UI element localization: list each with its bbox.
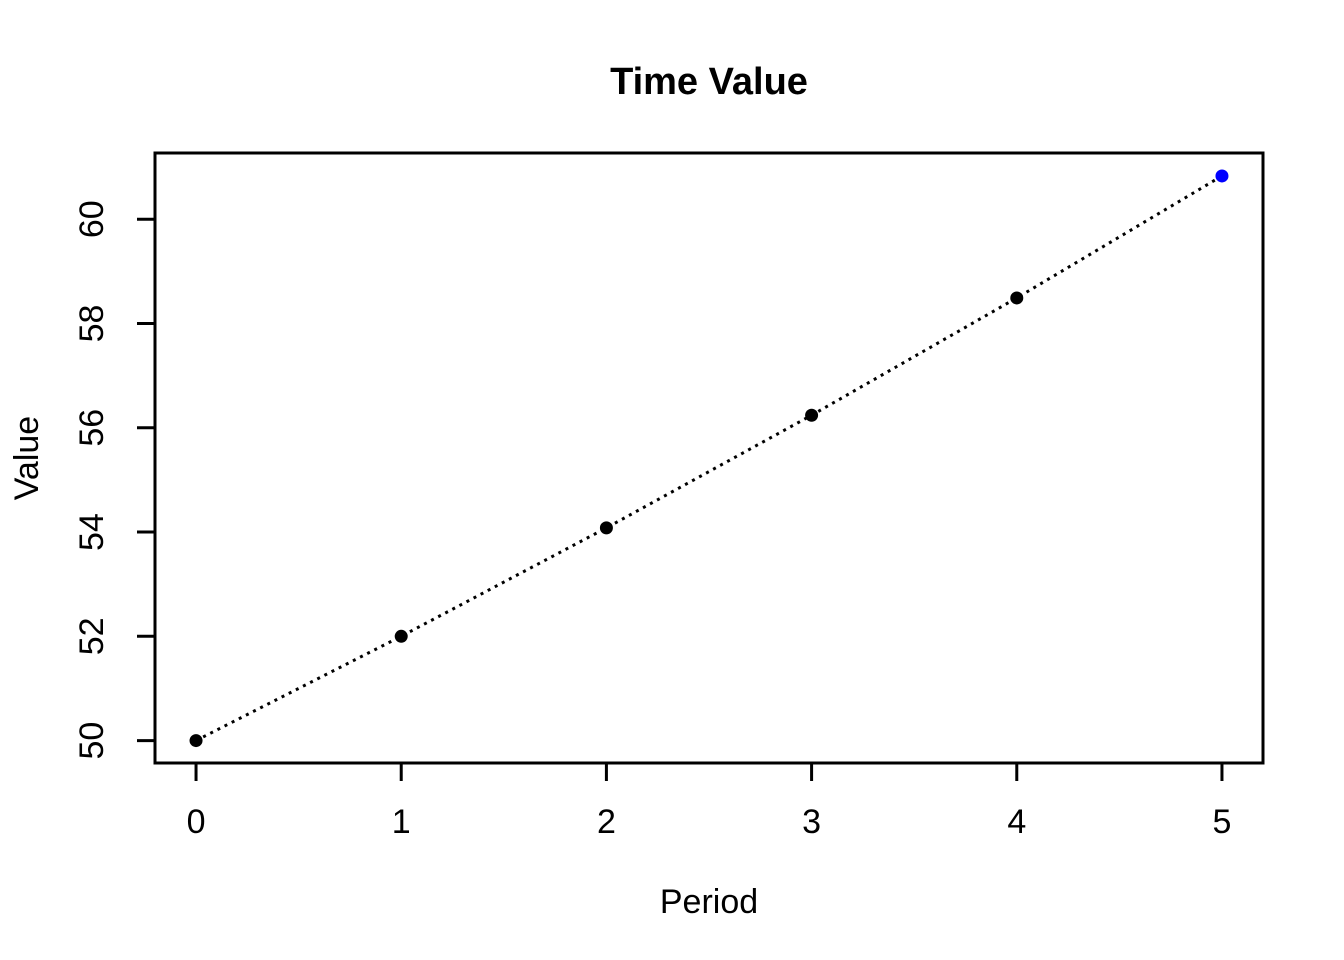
data-point	[1010, 291, 1024, 305]
data-point	[599, 521, 613, 535]
x-axis-label: Period	[660, 883, 758, 921]
y-tick-label: 58	[73, 305, 111, 343]
plot-box	[153, 151, 1265, 765]
chart-title: Time Value	[610, 61, 808, 103]
data-line	[195, 174, 1223, 742]
data-points	[189, 169, 1229, 748]
y-tick-label: 52	[73, 617, 111, 655]
x-tick-label: 2	[597, 803, 616, 841]
y-tick-label: 54	[73, 513, 111, 551]
y-axis-ticks: 50 52 54 56 58 60	[73, 200, 155, 759]
x-tick-label: 4	[1007, 803, 1026, 841]
y-tick-label: 50	[73, 722, 111, 760]
y-tick-label: 60	[73, 200, 111, 238]
x-tick-label: 5	[1213, 803, 1232, 841]
x-tick-label: 1	[392, 803, 411, 841]
y-tick-label: 56	[73, 409, 111, 447]
data-point-highlighted	[1215, 169, 1229, 183]
x-tick-label: 0	[187, 803, 206, 841]
data-point	[394, 629, 408, 643]
data-point	[189, 734, 203, 748]
x-tick-label: 3	[802, 803, 821, 841]
x-axis-ticks: 0 1 2 3 4 5	[187, 763, 1232, 841]
y-axis-label: Value	[8, 416, 46, 500]
data-point	[805, 408, 819, 422]
